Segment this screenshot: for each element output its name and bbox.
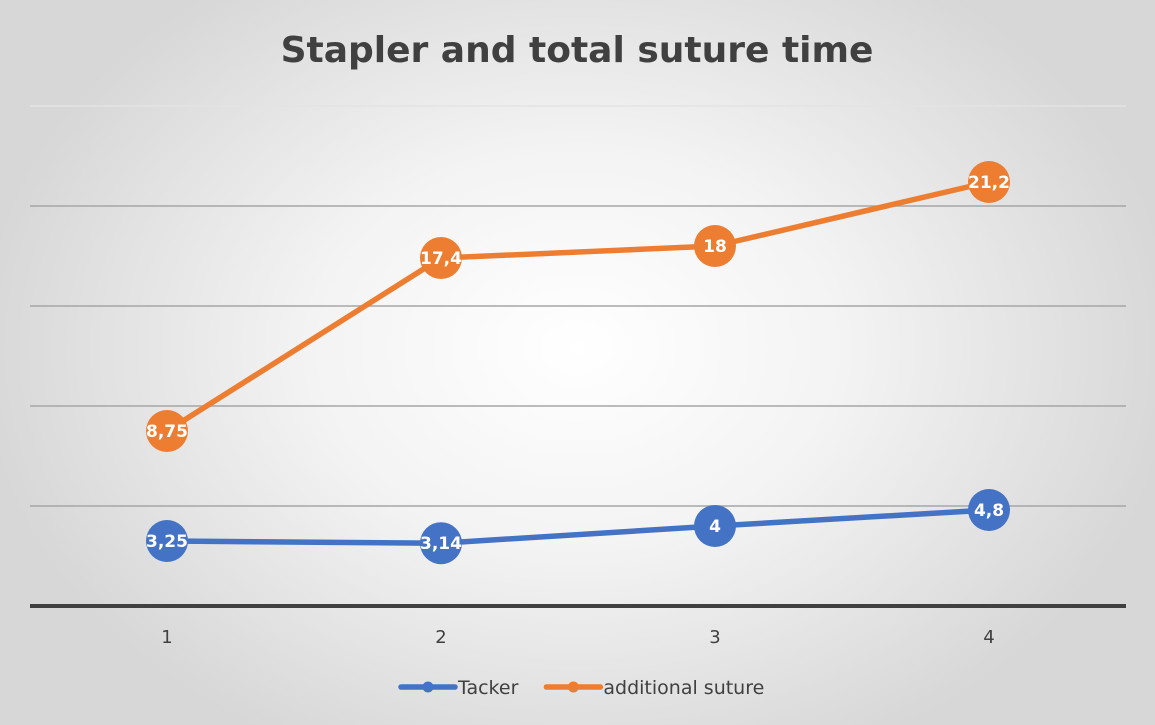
data-label: 4,8 bbox=[974, 501, 1004, 521]
legend-marker bbox=[422, 681, 434, 693]
data-point bbox=[968, 489, 1010, 531]
series-lines bbox=[164, 179, 992, 546]
data-label: 8,75 bbox=[146, 422, 188, 442]
data-label: 3,25 bbox=[146, 532, 188, 552]
data-point bbox=[146, 410, 188, 452]
data-point bbox=[146, 520, 188, 562]
data-point bbox=[968, 161, 1010, 203]
legend: Tacker additional suture bbox=[398, 677, 764, 699]
data-point bbox=[420, 522, 462, 565]
x-tick-labels: 1 2 3 4 bbox=[161, 627, 994, 648]
series-line bbox=[164, 179, 992, 434]
series-points: 3,25 3,14 4 4,8 8,75 17,4 18 21,2 bbox=[146, 161, 1010, 565]
data-point bbox=[694, 225, 736, 267]
legend-label: additional suture bbox=[603, 677, 764, 699]
x-tick-label: 1 bbox=[161, 627, 172, 648]
x-tick-label: 3 bbox=[709, 627, 720, 648]
data-label: 4 bbox=[709, 517, 721, 537]
data-point bbox=[420, 237, 462, 279]
data-label: 21,2 bbox=[968, 173, 1010, 193]
legend-marker bbox=[567, 681, 579, 693]
chart-title: Stapler and total suture time bbox=[281, 30, 874, 71]
data-label: 18 bbox=[703, 237, 727, 257]
data-point bbox=[694, 505, 736, 547]
data-label: 3,14 bbox=[420, 534, 462, 554]
data-label: 17,4 bbox=[420, 249, 462, 269]
legend-label: Tacker bbox=[457, 677, 519, 699]
x-tick-label: 4 bbox=[983, 627, 994, 648]
x-tick-label: 2 bbox=[435, 627, 446, 648]
series-line bbox=[164, 507, 992, 546]
gridlines bbox=[30, 105, 1126, 507]
